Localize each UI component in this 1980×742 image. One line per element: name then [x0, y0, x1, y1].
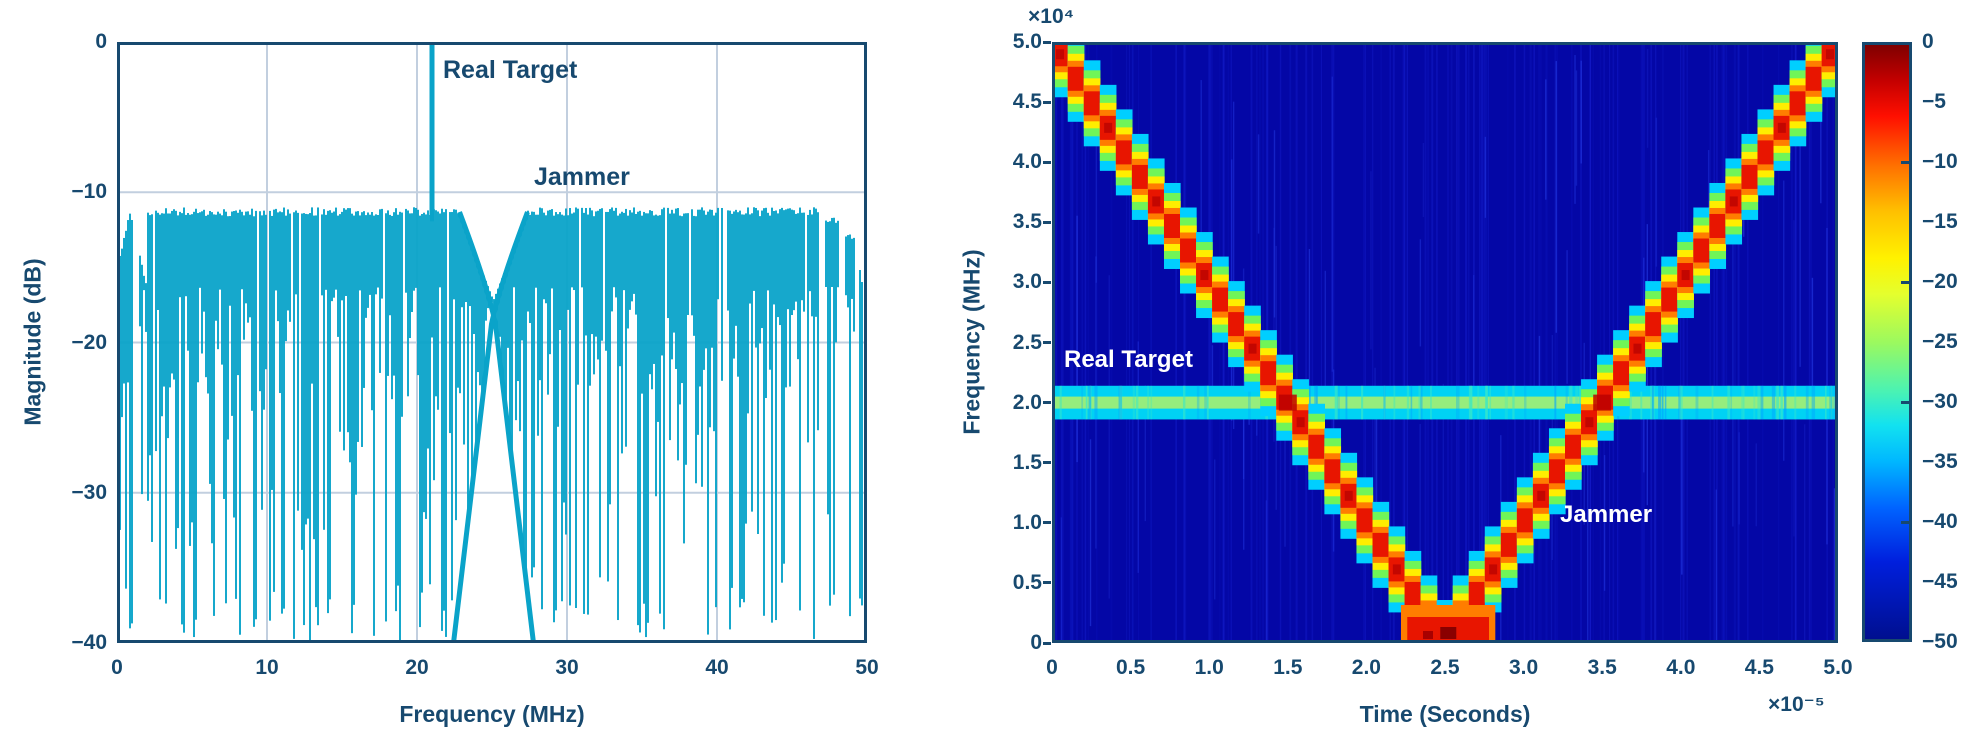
- left-y-tick: 0: [95, 30, 107, 53]
- right-y-tick-mark: [1043, 521, 1051, 525]
- left-y-tick: −10: [71, 180, 107, 204]
- spectrogram-plot-area: [1052, 42, 1838, 643]
- right-y-tick-mark: [1043, 280, 1051, 284]
- left-y-tick: −40: [71, 631, 107, 654]
- right-y-tick: 3.5: [1012, 210, 1042, 234]
- right-x-tick: 4.5: [1744, 656, 1774, 679]
- right-x-tick: 2.5: [1430, 656, 1460, 679]
- right-y-tick-mark: [1043, 220, 1051, 224]
- right-x-tick: 2.0: [1351, 656, 1381, 679]
- right-y-tick: 3.0: [1012, 270, 1042, 294]
- colorbar-tick: −40: [1922, 510, 1958, 533]
- right-y-tick: 2.5: [1012, 330, 1042, 354]
- left-x-tick: 0: [111, 656, 123, 679]
- right-x-tick: 4.0: [1666, 656, 1696, 679]
- left-x-tick: 40: [705, 656, 729, 679]
- right-x-tick: 3.0: [1508, 656, 1539, 679]
- colorbar-tick-mark: [1901, 400, 1910, 404]
- left-y-tick: −30: [71, 480, 107, 504]
- right-y-tick-mark: [1043, 641, 1051, 645]
- colorbar-tick: −5: [1922, 90, 1946, 113]
- right-x-tick: 1.0: [1194, 656, 1224, 679]
- colorbar-tick-mark: [1901, 280, 1910, 284]
- right-y-tick: 1.5: [1012, 450, 1042, 474]
- colorbar-tick-mark: [1901, 520, 1910, 524]
- left-annotation-real-target: Real Target: [443, 56, 578, 84]
- left-x-tick: 50: [855, 656, 879, 679]
- right-annotation-real-target: Real Target: [1064, 346, 1193, 373]
- right-x-tick: 1.5: [1273, 656, 1303, 679]
- right-y-tick: 4.5: [1012, 90, 1042, 114]
- left-y-tick: −20: [71, 330, 107, 354]
- right-y-tick: 0: [1030, 631, 1042, 654]
- right-y-tick: 2.0: [1012, 390, 1042, 414]
- colorbar-tick: −20: [1922, 270, 1958, 293]
- right-x-tick: 0: [1046, 656, 1058, 679]
- right-y-tick-mark: [1043, 40, 1051, 44]
- right-y-tick: 1.0: [1012, 510, 1042, 534]
- colorbar-tick: −10: [1922, 150, 1958, 173]
- right-y-tick-mark: [1043, 581, 1051, 585]
- colorbar-tick-mark: [1901, 160, 1910, 164]
- colorbar-tick: −30: [1922, 390, 1958, 413]
- spectrum-plot-area: [117, 42, 867, 643]
- right-y-tick: 4.0: [1012, 150, 1042, 174]
- right-annotation-jammer: Jammer: [1560, 501, 1653, 528]
- right-y-tick-mark: [1043, 401, 1051, 405]
- right-y-tick: 5.0: [1012, 30, 1042, 53]
- left-x-tick: 30: [555, 656, 579, 679]
- right-y-scale-factor: ×10⁴: [1028, 5, 1075, 28]
- right-y-tick-mark: [1043, 100, 1051, 104]
- right-x-tick: 3.5: [1587, 656, 1617, 679]
- colorbar-tick: −15: [1922, 210, 1958, 233]
- right-y-tick-mark: [1043, 160, 1051, 164]
- colorbar-tick: −45: [1922, 570, 1958, 593]
- colorbar-tick: 0: [1922, 30, 1934, 53]
- colorbar-tick: −35: [1922, 450, 1958, 473]
- right-x-tick: 5.0: [1823, 656, 1853, 679]
- colorbar: [1862, 42, 1912, 642]
- right-y-tick-mark: [1043, 341, 1051, 344]
- right-y-tick-mark: [1043, 461, 1051, 465]
- right-x-tick: 0.5: [1115, 656, 1146, 679]
- left-annotation-jammer: Jammer: [534, 163, 630, 191]
- left-x-tick: 10: [255, 656, 279, 679]
- right-y-tick: 0.5: [1012, 570, 1042, 594]
- right-x-axis-label: Time (Seconds): [1359, 701, 1531, 727]
- colorbar-tick: −50: [1922, 630, 1958, 653]
- colorbar-tick: −25: [1922, 330, 1958, 353]
- left-x-axis-label: Frequency (MHz): [399, 701, 585, 727]
- right-x-scale-factor: ×10⁻⁵: [1768, 693, 1825, 716]
- left-x-tick: 20: [405, 656, 429, 679]
